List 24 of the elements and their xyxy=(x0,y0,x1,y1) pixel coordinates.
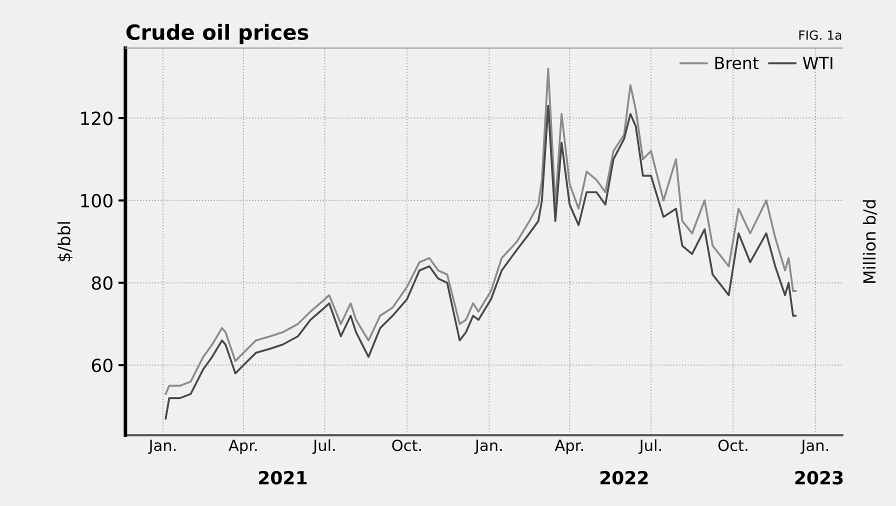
line-series xyxy=(164,68,797,395)
x-tick-label: Oct. xyxy=(718,440,748,452)
x-tick-label: Oct. xyxy=(392,440,421,452)
x-tick-label: Jul. xyxy=(638,439,661,454)
x-tick-label: Jan. xyxy=(800,440,828,454)
x-tick-label: Jan. xyxy=(474,440,502,454)
caption: FIG. 1a xyxy=(799,30,842,40)
y-tick-label: 100 xyxy=(81,194,112,208)
x-tick-label: Apr. xyxy=(554,440,583,454)
x-tick-label: Apr. xyxy=(228,440,257,454)
chart-title: Crude oil prices xyxy=(126,24,308,44)
line-series xyxy=(164,104,797,420)
x2-tick-label: 2022 xyxy=(600,470,648,485)
y-axis-title: $/bbl xyxy=(57,222,73,262)
legend-label: Brent xyxy=(715,56,759,70)
x-tick-label: Jan. xyxy=(148,440,176,454)
y-tick-label: 60 xyxy=(92,358,112,372)
x2-tick-label: 2023 xyxy=(795,470,843,485)
legend-label: WTI xyxy=(802,56,832,70)
y-tick-label: 120 xyxy=(81,112,112,126)
y-tick-label: 80 xyxy=(92,276,112,290)
y2-axis-title: Million b/d xyxy=(862,200,878,283)
x2-tick-label: 2021 xyxy=(259,470,307,485)
x-tick-label: Jul. xyxy=(312,439,335,454)
